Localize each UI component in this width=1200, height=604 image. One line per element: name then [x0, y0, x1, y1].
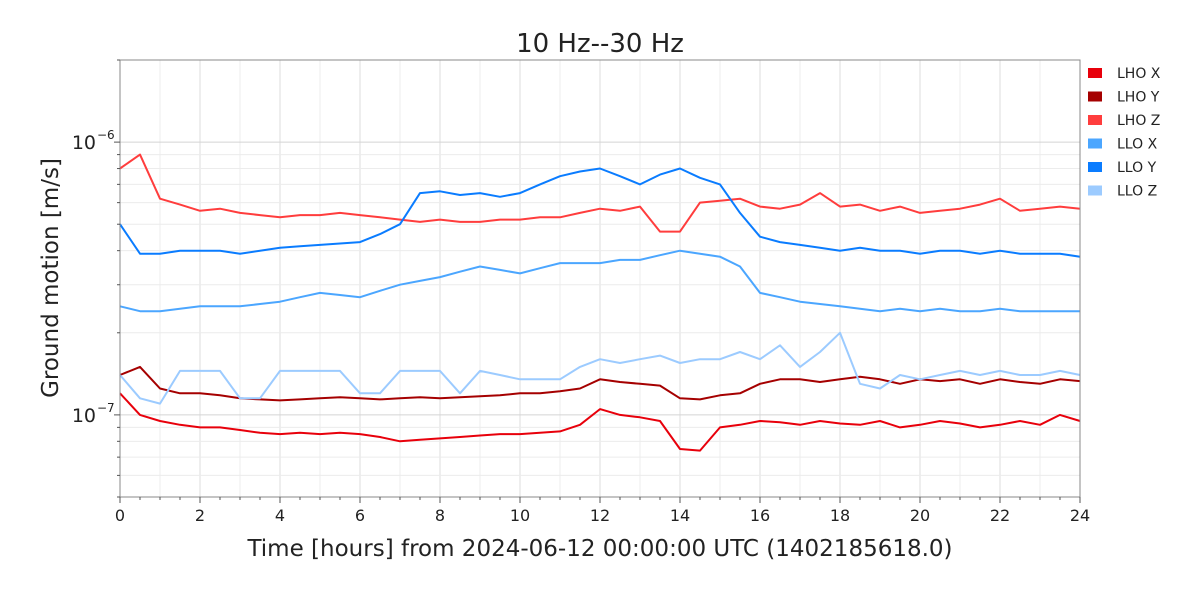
- y-axis-label: Ground motion [m/s]: [38, 158, 64, 398]
- legend-label: LLO X: [1117, 137, 1158, 153]
- x-tick-label: 18: [830, 506, 850, 525]
- x-axis-label: Time [hours] from 2024-06-12 00:00:00 UT…: [246, 536, 952, 562]
- series-lines: [119, 153, 1081, 452]
- x-tick-label: 20: [910, 506, 930, 525]
- legend-swatch: [1088, 162, 1102, 172]
- y-tick-label-exponent: −6: [97, 128, 115, 142]
- legend: LHO X LHO Y LHO Z LLO X LLO Y LLO Z: [1088, 66, 1161, 200]
- x-tick-label: 14: [670, 506, 690, 525]
- y-tick-label: 10: [72, 405, 96, 427]
- x-tick-label: 10: [510, 506, 530, 525]
- legend-label: LHO Y: [1117, 90, 1160, 106]
- series-line-llo-z: [119, 331, 1081, 405]
- legend-label: LHO Z: [1117, 113, 1160, 129]
- series-line-llo-y: [119, 167, 1081, 258]
- x-tick-label: 22: [990, 506, 1010, 525]
- x-tick-label: 0: [115, 506, 125, 525]
- series-line-llo-x: [119, 249, 1080, 313]
- legend-label: LLO Y: [1117, 160, 1157, 176]
- series-line-lho-x: [119, 392, 1081, 452]
- x-tick-label: 12: [590, 506, 610, 525]
- x-tick-label: 16: [750, 506, 770, 525]
- legend-swatch: [1088, 185, 1102, 196]
- x-tick-label: 2: [195, 506, 205, 525]
- legend-swatch: [1088, 115, 1102, 125]
- legend-swatch: [1088, 138, 1102, 149]
- legend-label: LLO Z: [1117, 184, 1157, 200]
- legend-swatch: [1088, 91, 1102, 102]
- series-line-lho-z: [119, 153, 1081, 233]
- y-tick-label-exponent: −7: [97, 401, 115, 415]
- y-tick-label: 10: [72, 132, 96, 154]
- x-tick-label: 8: [435, 506, 445, 525]
- x-tick-label: 24: [1070, 506, 1090, 525]
- legend-label: LHO X: [1117, 66, 1161, 82]
- x-tick-label: 4: [275, 506, 285, 525]
- grid: [119, 59, 1081, 498]
- x-tick-label: 6: [355, 506, 365, 525]
- legend-swatch: [1088, 68, 1102, 78]
- chart-title: 10 Hz--30 Hz: [516, 29, 684, 59]
